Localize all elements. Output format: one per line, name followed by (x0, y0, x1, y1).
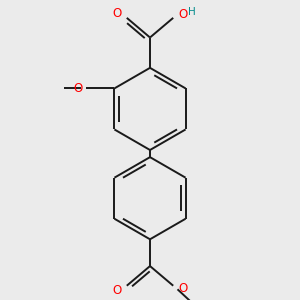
Text: O: O (112, 7, 122, 20)
Text: O: O (178, 8, 187, 22)
Text: O: O (178, 282, 187, 295)
Text: O: O (112, 284, 122, 296)
Text: H: H (188, 7, 196, 17)
Text: O: O (74, 82, 82, 95)
